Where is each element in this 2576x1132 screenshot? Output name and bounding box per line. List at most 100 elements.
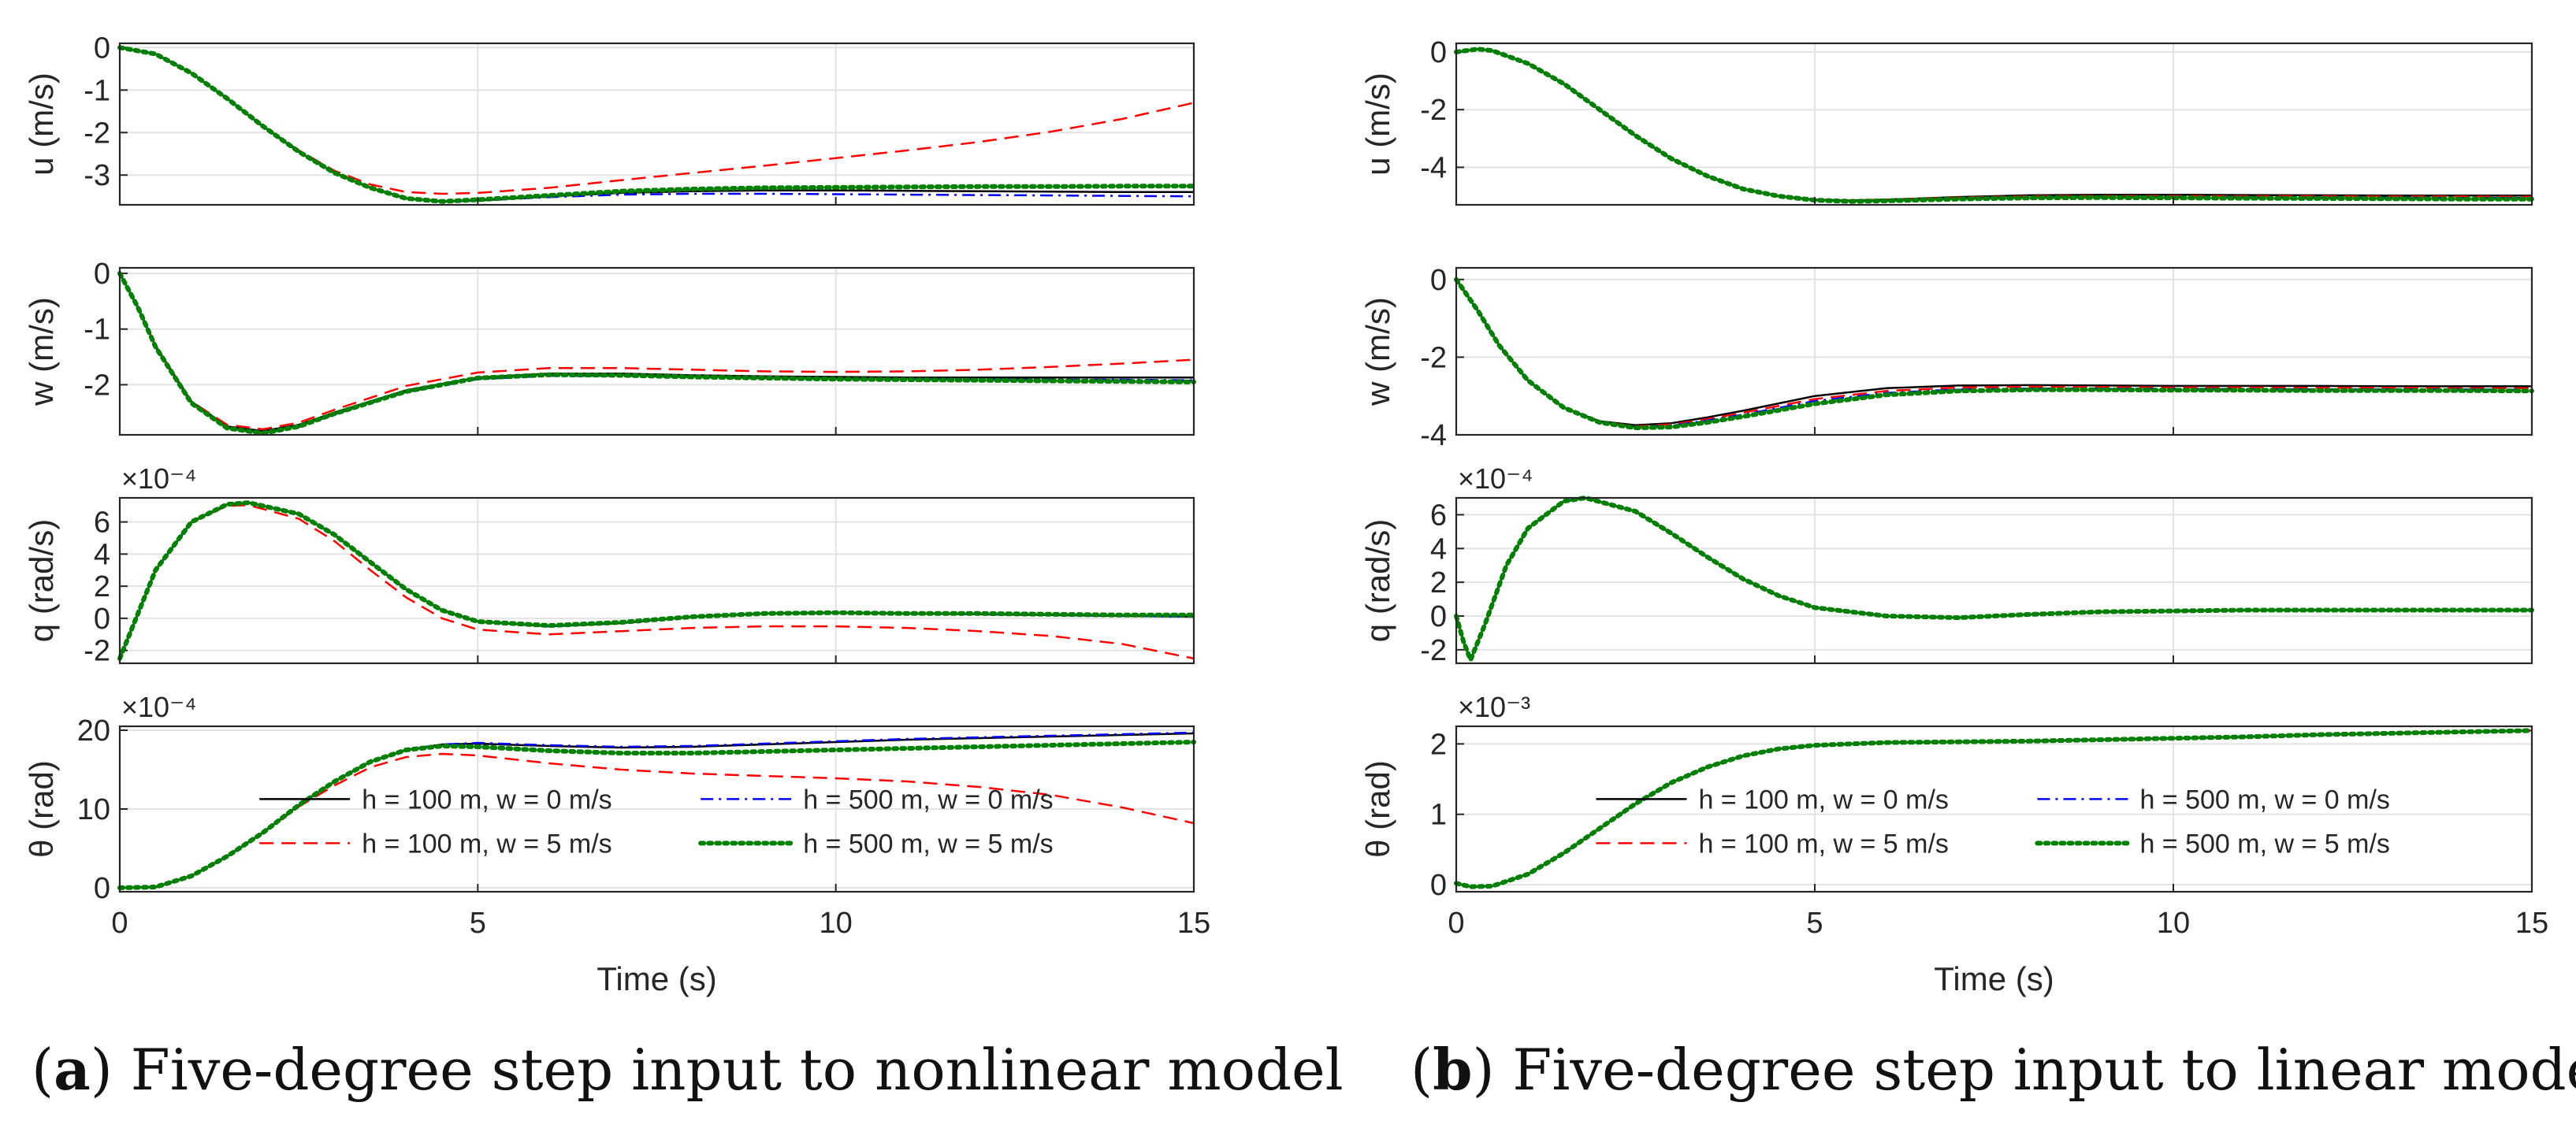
axes-box	[118, 496, 1195, 665]
y-tick-label: 0	[1430, 600, 1447, 633]
y-tick-label: -2	[84, 635, 110, 668]
legend-item: h = 100 m, w = 5 m/s	[1596, 829, 1949, 859]
legend-item: h = 500 m, w = 5 m/s	[2035, 829, 2390, 859]
series-line	[119, 46, 1195, 202]
x-tick-label: 0	[1448, 907, 1464, 940]
y-tick-label: -2	[84, 117, 110, 150]
series-line	[119, 731, 1195, 889]
axes-box	[118, 725, 1195, 893]
legend-item: h = 500 m, w = 0 m/s	[701, 785, 1054, 815]
y-tick-label: 2	[94, 570, 110, 603]
y-tick-label: 0	[94, 603, 110, 636]
axes-box	[1455, 266, 2533, 436]
series-line	[1455, 279, 2533, 429]
y-tick-label: -2	[1420, 634, 1447, 667]
axis-exponent: ×10⁻⁴	[121, 462, 197, 495]
y-tick-label: 0	[94, 872, 110, 905]
x-tick-label: 5	[1806, 907, 1823, 940]
panel-1: 0 -2 -4 u (m/s)	[1359, 36, 2534, 206]
axes-box	[118, 266, 1195, 436]
caption-a: (a) Five-degree step input to nonlinear …	[32, 1036, 1344, 1103]
caption-a-tag: a	[54, 1036, 91, 1103]
series-line	[119, 46, 1195, 195]
y-tick-label: -4	[1420, 419, 1447, 452]
legend-item: h = 500 m, w = 0 m/s	[2037, 785, 2390, 815]
y-tick-label: -2	[84, 369, 110, 402]
axes-box	[1455, 42, 2533, 206]
x-tick-label: 15	[2515, 907, 2548, 940]
legend-label: h = 100 m, w = 5 m/s	[362, 829, 611, 859]
y-axis-label: q (rad/s)	[23, 519, 60, 642]
x-axis-label: Time (s)	[597, 960, 716, 997]
series-line	[1455, 496, 2532, 661]
axes-box	[1455, 725, 2533, 893]
y-axis-label: u (m/s)	[23, 72, 60, 176]
y-tick-label: 0	[1430, 264, 1447, 297]
y-tick-label: 6	[1430, 499, 1447, 532]
y-tick-label: -1	[84, 74, 110, 107]
axis-exponent: ×10⁻⁴	[121, 691, 197, 723]
legend-label: h = 100 m, w = 0 m/s	[362, 785, 611, 815]
series-line	[119, 46, 1194, 202]
legend-item: h = 100 m, w = 5 m/s	[259, 829, 612, 859]
series-line	[118, 273, 1195, 431]
y-axis-label: q (rad/s)	[1359, 519, 1396, 642]
legend-label: h = 100 m, w = 5 m/s	[1698, 829, 1948, 859]
legend-label: h = 500 m, w = 5 m/s	[2139, 829, 2389, 859]
y-tick-label: 0	[1430, 869, 1447, 902]
panel-2: 0 -1 -2 w (m/s)	[23, 258, 1196, 436]
y-tick-label: 4	[1430, 533, 1447, 566]
y-tick-label: -4	[1420, 151, 1447, 184]
series-line	[1454, 728, 2534, 889]
y-tick-label: 4	[94, 538, 110, 571]
y-axis-label: w (m/s)	[1359, 297, 1396, 406]
series-line	[118, 273, 1194, 432]
caption-b-text: Five-degree step input to linear model	[1512, 1037, 2576, 1103]
y-tick-label: -1	[84, 314, 110, 347]
caption-a-text: Five-degree step input to nonlinear mode…	[130, 1037, 1344, 1103]
series-line	[119, 752, 1195, 889]
legend-label: h = 500 m, w = 0 m/s	[803, 785, 1053, 815]
series-line	[117, 271, 1196, 436]
series-line	[117, 45, 1196, 204]
panel-4: 20 10 00 5 10 15 ×10⁻⁴ θ (rad)	[23, 691, 1210, 940]
axes-box	[1455, 496, 2533, 665]
series-line	[1454, 46, 2534, 204]
caption-b: (b) Five-degree step input to linear mod…	[1411, 1036, 2576, 1103]
legend-label: h = 500 m, w = 5 m/s	[803, 829, 1053, 859]
legend: h = 100 m, w = 0 m/s h = 500 m, w = 0 m/s…	[1596, 785, 2390, 859]
x-tick-label: 10	[2157, 907, 2190, 940]
x-tick-label: 15	[1177, 907, 1210, 940]
y-axis-label: θ (rad)	[1359, 760, 1396, 858]
panel-2: 0 -2 -4 w (m/s)	[1359, 264, 2534, 452]
series-line	[118, 501, 1195, 659]
y-tick-label: -2	[1420, 341, 1447, 374]
series-line	[1454, 277, 2534, 431]
series-line	[118, 503, 1195, 660]
panel-1: 0 -1 -2 -3 u (m/s)	[23, 32, 1196, 206]
y-tick-label: -3	[84, 159, 110, 192]
axes-box	[118, 42, 1195, 206]
y-tick-label: 0	[1430, 36, 1447, 69]
x-tick-label: 5	[470, 907, 486, 940]
y-tick-label: 1	[1430, 799, 1447, 832]
series-line	[118, 501, 1195, 659]
series-line	[1455, 279, 2532, 428]
y-tick-label: -2	[1420, 94, 1447, 127]
y-axis-label: u (m/s)	[1359, 72, 1396, 176]
series-line	[117, 740, 1196, 890]
series-line	[117, 500, 1196, 661]
y-tick-label: 10	[77, 793, 110, 826]
x-tick-label: 10	[820, 907, 853, 940]
y-tick-label: 2	[1430, 566, 1447, 599]
y-tick-label: 6	[94, 507, 110, 540]
x-axis-label: Time (s)	[1934, 960, 2054, 997]
series-line	[118, 273, 1195, 435]
caption-b-tag: b	[1433, 1036, 1473, 1103]
y-tick-label: 2	[1430, 728, 1447, 761]
y-tick-label: 0	[94, 258, 110, 291]
